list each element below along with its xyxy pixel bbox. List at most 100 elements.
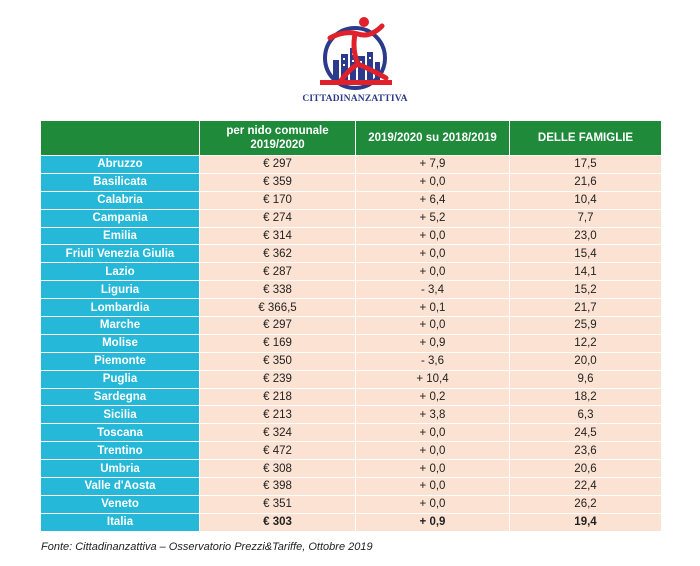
table-row: Italia € 303 + 0,9 19,4	[41, 512, 661, 531]
region-cell: Piemonte	[41, 351, 200, 370]
families-cell: 7,7	[510, 208, 661, 227]
families-cell: 21,6	[510, 172, 661, 191]
cost-cell: € 314	[200, 226, 356, 245]
cost-cell: € 308	[200, 459, 356, 478]
families-cell: 23,6	[510, 441, 661, 460]
cost-cell: € 362	[200, 244, 356, 263]
region-cell: Friuli Venezia Giulia	[41, 244, 200, 263]
families-cell: 23,0	[510, 226, 661, 245]
region-cell: Lombardia	[41, 298, 200, 317]
region-cell: Puglia	[41, 369, 200, 388]
change-cell: - 3,6	[356, 351, 510, 370]
change-cell: + 0,0	[356, 244, 510, 263]
region-cell: Italia	[41, 512, 200, 531]
table-row: Calabria € 170 + 6,4 10,4	[41, 190, 661, 209]
families-cell: 6,3	[510, 405, 661, 424]
families-cell: 24,5	[510, 423, 661, 442]
change-cell: + 3,8	[356, 405, 510, 424]
table-row: Emilia € 314 + 0,0 23,0	[41, 226, 661, 245]
families-cell: 25,9	[510, 316, 661, 334]
region-cell: Emilia	[41, 226, 200, 245]
header-cell-families: DELLE FAMIGLIE	[510, 121, 661, 155]
region-cell: Basilicata	[41, 172, 200, 191]
cost-cell: € 398	[200, 477, 356, 495]
region-cell: Sicilia	[41, 405, 200, 424]
table-row: Liguria € 338- 3,4 15,2	[41, 280, 661, 299]
change-cell: + 0,0	[356, 423, 510, 442]
change-cell: + 6,4	[356, 190, 510, 209]
families-cell: 14,1	[510, 262, 661, 281]
change-cell: + 0,9	[356, 333, 510, 352]
table-header-row: per nido comunale 2019/2020 2019/2020 su…	[41, 121, 661, 155]
families-cell: 20,6	[510, 459, 661, 478]
table-row: Abruzzo € 297 + 7,9 17,5	[41, 155, 661, 173]
cost-cell: € 297	[200, 155, 356, 173]
region-cell: Valle d'Aosta	[41, 477, 200, 495]
source-note: Fonte: Cittadinanzattiva – Osservatorio …	[41, 541, 373, 553]
change-cell: + 0,0	[356, 172, 510, 191]
logo-emblem-icon	[320, 17, 392, 90]
table-body: Abruzzo € 297 + 7,9 17,5 Basilicata € 359 + 0,…	[41, 155, 661, 531]
table-row: Sicilia € 213 + 3,8 6,3	[41, 405, 661, 424]
table-row: Molise € 169 + 0,9 12,2	[41, 333, 661, 352]
change-cell: + 0,0	[356, 226, 510, 245]
change-cell: + 0,0	[356, 459, 510, 478]
cost-cell: € 350	[200, 351, 356, 370]
families-cell: 19,4	[510, 512, 661, 531]
cost-cell: € 170	[200, 190, 356, 209]
change-cell: + 0,1	[356, 298, 510, 317]
change-cell: + 5,2	[356, 208, 510, 227]
change-cell: + 0,0	[356, 494, 510, 513]
region-cell: Calabria	[41, 190, 200, 209]
cost-cell: € 213	[200, 405, 356, 424]
families-cell: 17,5	[510, 155, 661, 173]
cost-cell: € 359	[200, 172, 356, 191]
change-cell: + 0,2	[356, 387, 510, 406]
region-cell: Sardegna	[41, 387, 200, 406]
families-cell: 22,4	[510, 477, 661, 495]
table-row: Trentino € 472 + 0,0 23,6	[41, 441, 661, 460]
cost-cell: € 287	[200, 262, 356, 281]
change-cell: + 7,9	[356, 155, 510, 173]
change-cell: + 0,0	[356, 316, 510, 334]
table-row: Umbria € 308 + 0,0 20,6	[41, 459, 661, 478]
table-row: Lazio € 287 + 0,0 14,1	[41, 262, 661, 281]
table-row: Veneto € 351 + 0,0 26,2	[41, 494, 661, 513]
families-cell: 12,2	[510, 333, 661, 352]
cost-cell: € 303	[200, 512, 356, 531]
region-cell: Abruzzo	[41, 155, 200, 173]
families-cell: 21,7	[510, 298, 661, 317]
logo-text: CITTADINANZATTIVA	[302, 94, 408, 104]
cost-cell: € 324	[200, 423, 356, 442]
table-row: Valle d'Aosta € 398 + 0,0 22,4	[41, 477, 661, 495]
cost-cell: € 297	[200, 316, 356, 334]
change-cell: - 3,4	[356, 280, 510, 299]
data-table: per nido comunale 2019/2020 2019/2020 su…	[41, 121, 661, 531]
change-cell: + 0,9	[356, 512, 510, 531]
table-row: Friuli Venezia Giulia € 362 + 0,0 15,4	[41, 244, 661, 263]
region-cell: Veneto	[41, 494, 200, 513]
cost-cell: € 169	[200, 333, 356, 352]
change-cell: + 10,4	[356, 369, 510, 388]
region-cell: Campania	[41, 208, 200, 227]
header-cell-change: 2019/2020 su 2018/2019	[356, 121, 510, 155]
families-cell: 10,4	[510, 190, 661, 209]
cost-cell: € 218	[200, 387, 356, 406]
cittadinanzattiva-logo: CITTADINANZATTIVA	[300, 8, 410, 112]
table-row: Toscana € 324 + 0,0 24,5	[41, 423, 661, 442]
table-row: Lombardia € 366,5 + 0,1 21,7	[41, 298, 661, 317]
header-cell-cost: per nido comunale 2019/2020	[200, 121, 356, 155]
cost-cell: € 338	[200, 280, 356, 299]
region-cell: Marche	[41, 316, 200, 334]
table-row: Puglia € 239 + 10,4 9,6	[41, 369, 661, 388]
cost-cell: € 472	[200, 441, 356, 460]
families-cell: 26,2	[510, 494, 661, 513]
region-cell: Trentino	[41, 441, 200, 460]
families-cell: 9,6	[510, 369, 661, 388]
table-row: Basilicata € 359 + 0,0 21,6	[41, 172, 661, 191]
region-cell: Umbria	[41, 459, 200, 478]
region-cell: Lazio	[41, 262, 200, 281]
cost-cell: € 239	[200, 369, 356, 388]
region-cell: Molise	[41, 333, 200, 352]
families-cell: 20,0	[510, 351, 661, 370]
